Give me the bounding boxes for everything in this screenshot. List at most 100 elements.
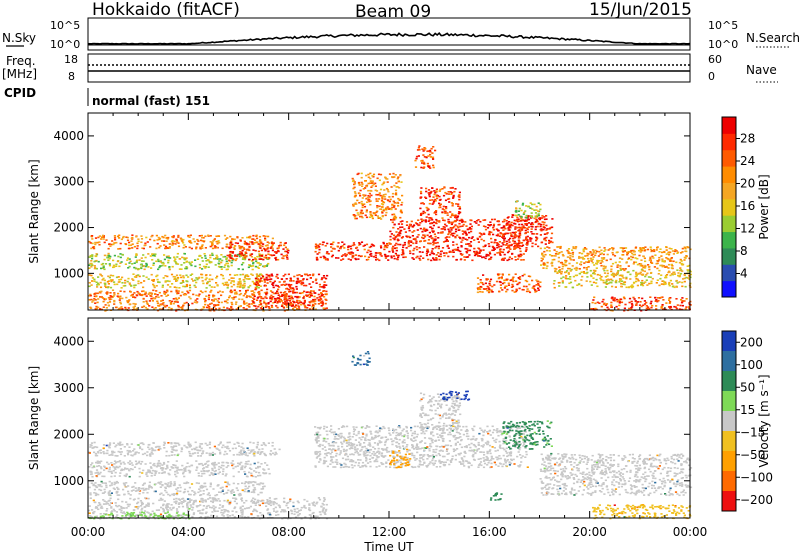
xtick-label: 04:00 [171, 525, 206, 539]
power-band [414, 145, 437, 169]
power-band [351, 172, 404, 220]
xtick-label: 08:00 [271, 525, 306, 539]
velocity-colorbar-label: −100 [740, 470, 773, 484]
power-colorbar-segment [722, 133, 736, 151]
velocity-band [88, 497, 329, 520]
velocity-band [439, 390, 471, 401]
velocity-band [502, 420, 553, 450]
xtick-label: 12:00 [372, 525, 407, 539]
nsky-top-tick-right: 10^5 [708, 19, 739, 32]
power-band [419, 186, 462, 225]
velocity-colorbar-segment [722, 431, 736, 452]
velocity-colorbar-title: Velocity [m s⁻¹] [757, 374, 771, 467]
power-band [539, 245, 692, 271]
freq-top-tick: 18 [64, 53, 78, 66]
cpid-label: CPID [4, 86, 37, 100]
power-ytick-label: 3000 [53, 175, 84, 189]
power-band [226, 241, 290, 262]
nsky-trace [87, 32, 691, 45]
nsky-panel-frame [87, 17, 691, 51]
velocity-colorbar-label: −50 [740, 448, 765, 462]
power-ytick-label: 1000 [53, 266, 84, 280]
velocity-colorbar-label: 200 [740, 335, 763, 349]
velocity-colorbar-segment [722, 391, 736, 412]
power-band [590, 296, 692, 312]
velocity-band [351, 351, 371, 366]
power-colorbar-segment [722, 198, 736, 216]
velocity-band [539, 452, 693, 497]
velocity-band [88, 480, 266, 497]
xtick-label: 00:00 [673, 525, 708, 539]
velocity-colorbar-label: 100 [740, 358, 763, 372]
power-colorbar-segment [722, 166, 736, 183]
velocity-colorbar-segment [722, 451, 736, 472]
nsky-bottom-tick-left: 10^0 [50, 38, 81, 51]
power-panel-frame [87, 112, 691, 311]
freq-panel-frame [87, 53, 691, 83]
date-title: 15/Jun/2015 [589, 0, 692, 20]
velocity-colorbar-label: 50 [740, 380, 755, 394]
velocity-band [314, 425, 529, 469]
power-colorbar-label: 8 [740, 244, 748, 258]
velocity-band [88, 511, 191, 520]
power-band [88, 273, 265, 289]
power-colorbar-segment [722, 280, 736, 298]
power-colorbar-label: 4 [740, 267, 748, 281]
power-heatmap [88, 145, 692, 312]
power-colorbar-title: Power [dB] [757, 174, 771, 239]
power-ytick-label: 4000 [53, 129, 84, 143]
velocity-band [489, 492, 503, 501]
power-colorbar-segment [722, 149, 736, 167]
velocity-colorbar-segment [722, 331, 736, 352]
velocity-colorbar-label: −200 [740, 493, 773, 507]
power-band [251, 273, 329, 307]
power-band [88, 234, 281, 250]
power-band [514, 200, 542, 220]
power-band [88, 252, 270, 271]
nave-top-tick: 60 [708, 53, 722, 66]
velocity-colorbar-segment [722, 471, 736, 492]
velocity-colorbar-frame [721, 330, 737, 512]
station-title: Hokkaido (fitACF) [92, 0, 240, 20]
velocity-colorbar-segment [722, 371, 736, 392]
freq-label-2: [MHz] [2, 67, 38, 81]
power-colorbar-segment [722, 215, 736, 233]
velocity-ytick-label: 1000 [53, 474, 84, 488]
freq-bottom-tick: 8 [68, 70, 75, 83]
nsky-bottom-tick-right: 10^0 [708, 38, 739, 51]
velocity-ytick-label: 2000 [53, 427, 84, 441]
velocity-ytick-label: 3000 [53, 381, 84, 395]
power-colorbar-segment [722, 231, 736, 249]
power-colorbar-frame [721, 116, 737, 298]
power-colorbar-segment [722, 117, 736, 134]
power-band [476, 273, 542, 294]
power-colorbar-label: 20 [740, 177, 755, 191]
xtick-label: 00:00 [71, 525, 106, 539]
freq-label-1: Freq. [6, 54, 36, 68]
velocity-band [88, 460, 271, 478]
xtick-label: 20:00 [572, 525, 607, 539]
power-colorbar-label: 12 [740, 222, 755, 236]
nave-label: Nave [746, 63, 777, 77]
nsky-top-tick-left: 10^5 [50, 19, 81, 32]
velocity-colorbar-segment [722, 411, 736, 432]
power-ytick-label: 2000 [53, 221, 84, 235]
nave-bottom-tick: 0 [708, 70, 715, 83]
velocity-band [88, 441, 281, 457]
power-colorbar-label: 28 [740, 132, 755, 146]
power-band [88, 289, 328, 312]
velocity-colorbar-label: 15 [740, 403, 755, 417]
power-ylabel: Slant Range [km] [27, 159, 41, 263]
power-colorbar-segment [722, 247, 736, 265]
cpid-value: normal (fast) 151 [92, 94, 210, 108]
power-colorbar-label: 16 [740, 199, 755, 213]
velocity-ylabel: Slant Range [km] [27, 366, 41, 470]
power-band [552, 268, 692, 289]
beam-title: Beam 09 [355, 2, 432, 22]
velocity-band [419, 392, 462, 431]
power-colorbar-segment [722, 182, 736, 200]
velocity-colorbar-segment [722, 491, 736, 512]
power-band [314, 241, 391, 262]
xtick-label: 16:00 [472, 525, 507, 539]
